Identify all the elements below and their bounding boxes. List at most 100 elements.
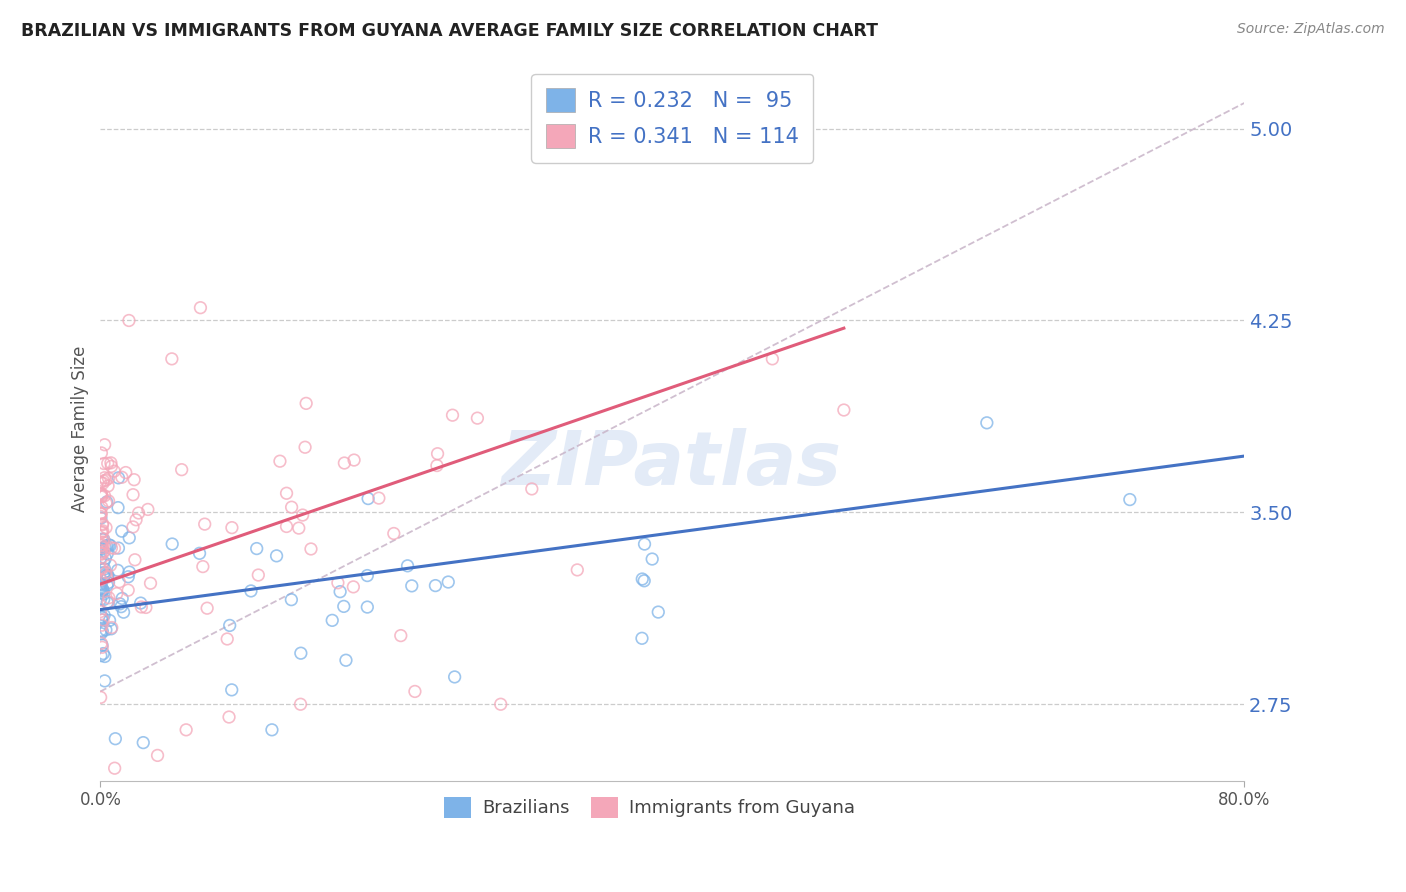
Point (89, 506, 111, 520)
Point (467, 411, 489, 425)
Point (90, 626, 112, 640)
Point (89, 509, 111, 524)
Point (91, 640, 114, 655)
Point (100, 622, 122, 636)
Point (94, 551, 117, 566)
Point (94, 623, 117, 637)
Point (221, 521, 243, 535)
Point (93, 438, 115, 452)
Point (93, 608, 115, 623)
Point (91, 582, 114, 597)
Point (103, 464, 125, 478)
Point (647, 605, 669, 619)
Point (118, 531, 141, 545)
Point (91, 547, 114, 561)
Point (107, 563, 129, 577)
Point (93, 566, 115, 580)
Point (93, 673, 115, 688)
Point (93, 555, 115, 569)
Point (641, 552, 664, 566)
Point (437, 574, 460, 589)
Point (290, 646, 312, 660)
Point (217, 632, 239, 646)
Point (97, 457, 120, 471)
Point (367, 491, 389, 505)
Point (90, 577, 112, 591)
Point (357, 491, 380, 506)
Point (90, 636, 112, 650)
Point (160, 351, 183, 366)
Point (90, 541, 112, 556)
Point (91, 516, 114, 531)
Point (96, 539, 118, 553)
Point (425, 579, 447, 593)
Point (89, 545, 111, 559)
Point (94, 473, 117, 487)
Point (96, 595, 118, 609)
Point (89, 475, 111, 490)
Point (90, 486, 112, 500)
Point (96, 495, 118, 509)
Point (135, 600, 157, 615)
Point (96, 570, 118, 584)
Point (90, 580, 112, 594)
Point (631, 572, 654, 586)
Point (91, 618, 114, 632)
Point (100, 541, 122, 555)
Point (343, 453, 366, 467)
Point (97, 575, 120, 590)
Point (191, 559, 214, 574)
Point (218, 618, 240, 632)
Point (90, 507, 112, 521)
Point (117, 570, 139, 584)
Point (90, 613, 112, 627)
Point (91, 561, 114, 575)
Point (299, 541, 322, 556)
Point (90, 584, 112, 599)
Point (132, 736, 155, 750)
Point (441, 408, 464, 422)
Point (266, 549, 288, 563)
Point (832, 403, 855, 417)
Point (188, 546, 211, 560)
Point (174, 723, 197, 737)
Point (105, 586, 128, 600)
Point (90, 582, 112, 596)
Point (91, 532, 114, 546)
Point (356, 568, 378, 582)
Point (90, 573, 112, 587)
Point (520, 482, 543, 496)
Point (108, 574, 131, 589)
Point (103, 541, 125, 556)
Point (89, 605, 111, 619)
Point (93, 562, 115, 576)
Point (98, 538, 121, 552)
Point (195, 601, 218, 615)
Text: BRAZILIAN VS IMMIGRANTS FROM GUYANA AVERAGE FAMILY SIZE CORRELATION CHART: BRAZILIAN VS IMMIGRANTS FROM GUYANA AVER… (21, 22, 879, 40)
Text: Source: ZipAtlas.com: Source: ZipAtlas.com (1237, 22, 1385, 37)
Point (90, 539, 112, 553)
Point (97, 568, 120, 582)
Point (97, 471, 120, 485)
Point (94, 649, 117, 664)
Point (91, 524, 114, 538)
Point (356, 600, 378, 615)
Point (294, 440, 316, 454)
Point (89, 592, 111, 607)
Point (98, 539, 121, 553)
Point (93, 587, 115, 601)
Point (401, 579, 423, 593)
Point (90, 690, 112, 705)
Point (90, 538, 112, 552)
Point (91, 647, 114, 661)
Point (94, 520, 117, 534)
Point (333, 456, 356, 470)
Point (90, 490, 112, 504)
Point (91, 535, 114, 549)
Point (295, 396, 318, 410)
Point (107, 541, 129, 555)
Point (90, 525, 112, 540)
Point (97, 595, 120, 609)
Point (89, 572, 111, 586)
Point (100, 459, 122, 474)
